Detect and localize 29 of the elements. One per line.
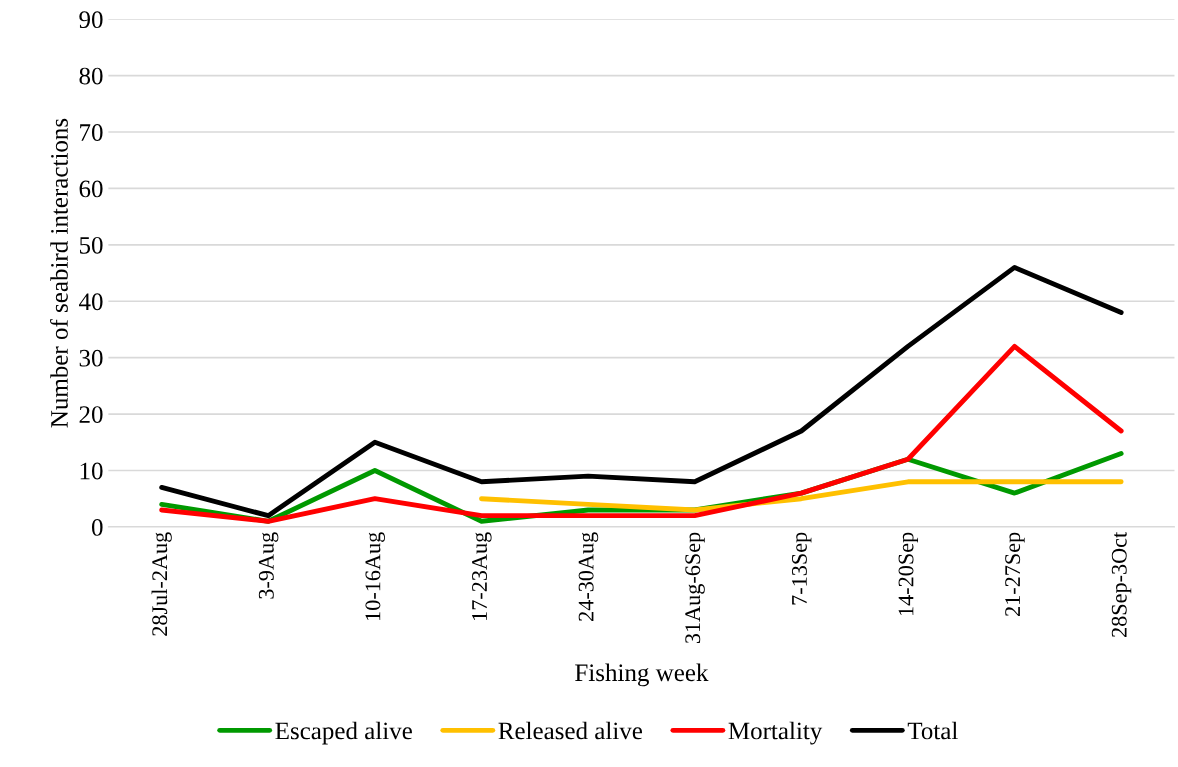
x-tick-label: 14-20Sep	[898, 532, 919, 616]
y-tick-label: 80	[79, 67, 103, 85]
legend-label: Total	[907, 721, 958, 740]
y-axis-title: Number of seabird interactions	[50, 118, 68, 428]
y-tick-label: 10	[80, 462, 103, 480]
y-tick-label: 0	[91, 518, 103, 536]
x-tick-label: 21-27Sep	[1005, 532, 1025, 616]
x-axis-title: Fishing week	[575, 663, 709, 687]
legend-label: Mortality	[728, 721, 823, 745]
x-tick-label: 17-23Aug	[472, 532, 492, 620]
y-tick-label: 30	[79, 349, 103, 367]
y-tick-label: 40	[79, 293, 103, 311]
x-tick-label: 7-13Sep	[791, 532, 812, 605]
x-tick-label: 10-16Aug	[365, 532, 385, 620]
x-tick-label: 28Sep-3Oct	[1111, 531, 1132, 637]
line-series	[159, 264, 1124, 519]
x-tick-label: 3-9Aug	[258, 532, 279, 599]
y-tick-label: 50	[79, 236, 103, 254]
legend-label: Released alive	[498, 721, 643, 740]
line-series	[479, 479, 1124, 513]
x-tick-label: 31Aug-6Sep	[685, 532, 705, 644]
line-series	[159, 343, 1124, 524]
x-tick-label: 28Jul-2Aug	[151, 532, 172, 636]
x-tick-label: 24-30Aug	[578, 532, 599, 621]
y-tick-label: 90	[79, 11, 103, 29]
y-tick-label: 70	[80, 124, 103, 141]
y-tick-label: 20	[79, 406, 103, 424]
y-tick-label: 60	[79, 180, 103, 198]
legend-label: Escaped alive	[275, 721, 412, 745]
